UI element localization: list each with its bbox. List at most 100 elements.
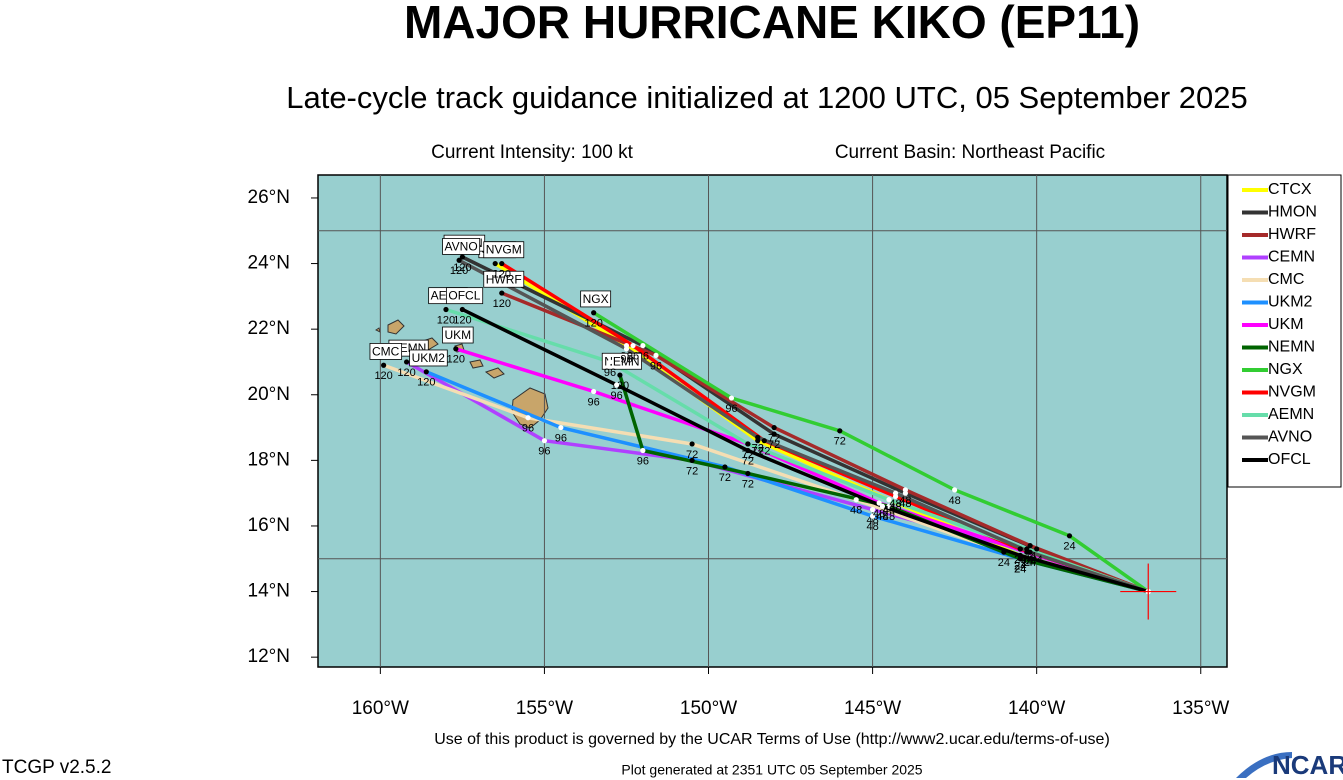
track-point bbox=[869, 513, 876, 519]
forecast-hour: 24 bbox=[1014, 564, 1026, 576]
y-tick-label: 16°N bbox=[248, 515, 290, 536]
y-tick-label: 24°N bbox=[248, 253, 290, 274]
forecast-hour: 72 bbox=[742, 478, 754, 490]
track-point bbox=[607, 359, 613, 365]
track-point bbox=[591, 310, 597, 316]
track-point bbox=[1017, 552, 1023, 559]
forecast-hour: 96 bbox=[538, 446, 550, 458]
end-label: CMC bbox=[372, 344, 400, 358]
island bbox=[387, 319, 405, 335]
forecast-hour: 72 bbox=[752, 446, 764, 458]
x-tick-label: 155°W bbox=[516, 698, 573, 719]
track-point bbox=[689, 441, 695, 447]
track-point bbox=[722, 464, 728, 470]
forecast-hour: 48 bbox=[899, 495, 911, 507]
x-tick-label: 150°W bbox=[680, 698, 737, 719]
legend-label: HWRF bbox=[1268, 226, 1316, 243]
track-point bbox=[381, 362, 387, 368]
track-point bbox=[1027, 549, 1033, 555]
track-point bbox=[869, 506, 876, 513]
forecast-hour: 96 bbox=[522, 423, 534, 435]
forecast-hour: 24 bbox=[998, 557, 1010, 569]
track-point bbox=[640, 447, 646, 454]
forecast-hour: 48 bbox=[889, 498, 901, 510]
track-point bbox=[892, 490, 899, 496]
forecast-hour: 120 bbox=[374, 370, 392, 382]
legend-label: NVGM bbox=[1268, 384, 1316, 401]
legend-label: HMON bbox=[1268, 204, 1317, 221]
forecast-hour: 24 bbox=[1063, 541, 1075, 553]
track-point bbox=[623, 346, 630, 352]
terms: Use of this product is governed by the U… bbox=[434, 731, 1110, 748]
track-point bbox=[728, 395, 735, 401]
track-point bbox=[755, 434, 761, 440]
forecast-hour: 120 bbox=[417, 377, 435, 389]
forecast-hour: 24 bbox=[1014, 560, 1026, 572]
forecast-hour: 72 bbox=[742, 449, 754, 461]
forecast-hour: 96 bbox=[610, 390, 622, 402]
plot-background bbox=[317, 174, 1228, 668]
forecast-hour: 72 bbox=[742, 449, 754, 461]
track-point bbox=[1017, 546, 1023, 552]
end-label: OFCL bbox=[448, 289, 480, 303]
forecast-hour: 72 bbox=[742, 455, 754, 467]
end-label: AVNO bbox=[445, 239, 478, 253]
forecast-hour: 48 bbox=[873, 508, 885, 520]
forecast-hour: 120 bbox=[584, 318, 602, 330]
forecast-hour: 48 bbox=[866, 514, 878, 526]
forecast-hour: 24 bbox=[1031, 554, 1043, 566]
end-label: UKM bbox=[444, 328, 471, 342]
forecast-hour: 48 bbox=[876, 511, 888, 523]
track-point bbox=[459, 254, 465, 260]
forecast-hour: 120 bbox=[447, 354, 465, 366]
track-point bbox=[771, 431, 777, 437]
track-point bbox=[541, 438, 548, 444]
forecast-hour: 72 bbox=[758, 446, 770, 458]
ncar-logo: NCAR bbox=[1236, 750, 1343, 780]
track-point bbox=[886, 497, 892, 503]
end-label: NGX bbox=[583, 292, 609, 306]
forecast-hour: 48 bbox=[949, 495, 961, 507]
legend-label: UKM2 bbox=[1268, 294, 1313, 311]
track-point bbox=[456, 257, 462, 263]
legend-label: CEMN bbox=[1268, 249, 1315, 266]
forecast-hour: 96 bbox=[555, 432, 567, 444]
island bbox=[469, 359, 484, 369]
track-point bbox=[952, 487, 958, 493]
forecast-hour: 72 bbox=[768, 432, 780, 444]
track-point bbox=[614, 382, 620, 388]
track-point bbox=[653, 352, 659, 358]
forecast-hour: 24 bbox=[1021, 554, 1033, 566]
track-point bbox=[902, 487, 909, 493]
x-tick-label: 160°W bbox=[352, 698, 409, 719]
track-line bbox=[461, 307, 1149, 594]
logo-text: NCAR bbox=[1272, 750, 1343, 780]
forecast-hour: 120 bbox=[450, 265, 468, 277]
end-label-box bbox=[483, 241, 525, 259]
y-tick-label: 18°N bbox=[248, 449, 290, 470]
forecast-hour: 120 bbox=[493, 298, 511, 310]
track-point bbox=[453, 346, 459, 352]
track-point bbox=[876, 500, 882, 506]
forecast-hour: 72 bbox=[752, 442, 764, 454]
end-label: HWRF bbox=[486, 272, 522, 286]
chart-subtitle: Late-cycle track guidance initialized at… bbox=[286, 80, 1248, 115]
track-line bbox=[458, 258, 1149, 594]
forecast-hour: 96 bbox=[725, 403, 737, 415]
x-tick-label: 140°W bbox=[1008, 698, 1065, 719]
track-point bbox=[1001, 549, 1007, 555]
track-point bbox=[499, 260, 505, 267]
forecast-hour: 24 bbox=[1014, 564, 1026, 576]
track-point bbox=[443, 306, 449, 313]
forecast-hour: 24 bbox=[1021, 557, 1033, 569]
track-point bbox=[1034, 546, 1040, 552]
legend-label: UKM bbox=[1268, 316, 1304, 333]
forecast-hour: 120 bbox=[453, 262, 471, 274]
end-label-box bbox=[369, 343, 403, 360]
forecast-hour: 48 bbox=[883, 505, 895, 517]
y-tick-label: 20°N bbox=[248, 384, 290, 405]
track-point bbox=[689, 457, 695, 463]
end-label-box bbox=[445, 287, 484, 305]
logo-swoosh bbox=[1236, 752, 1292, 778]
